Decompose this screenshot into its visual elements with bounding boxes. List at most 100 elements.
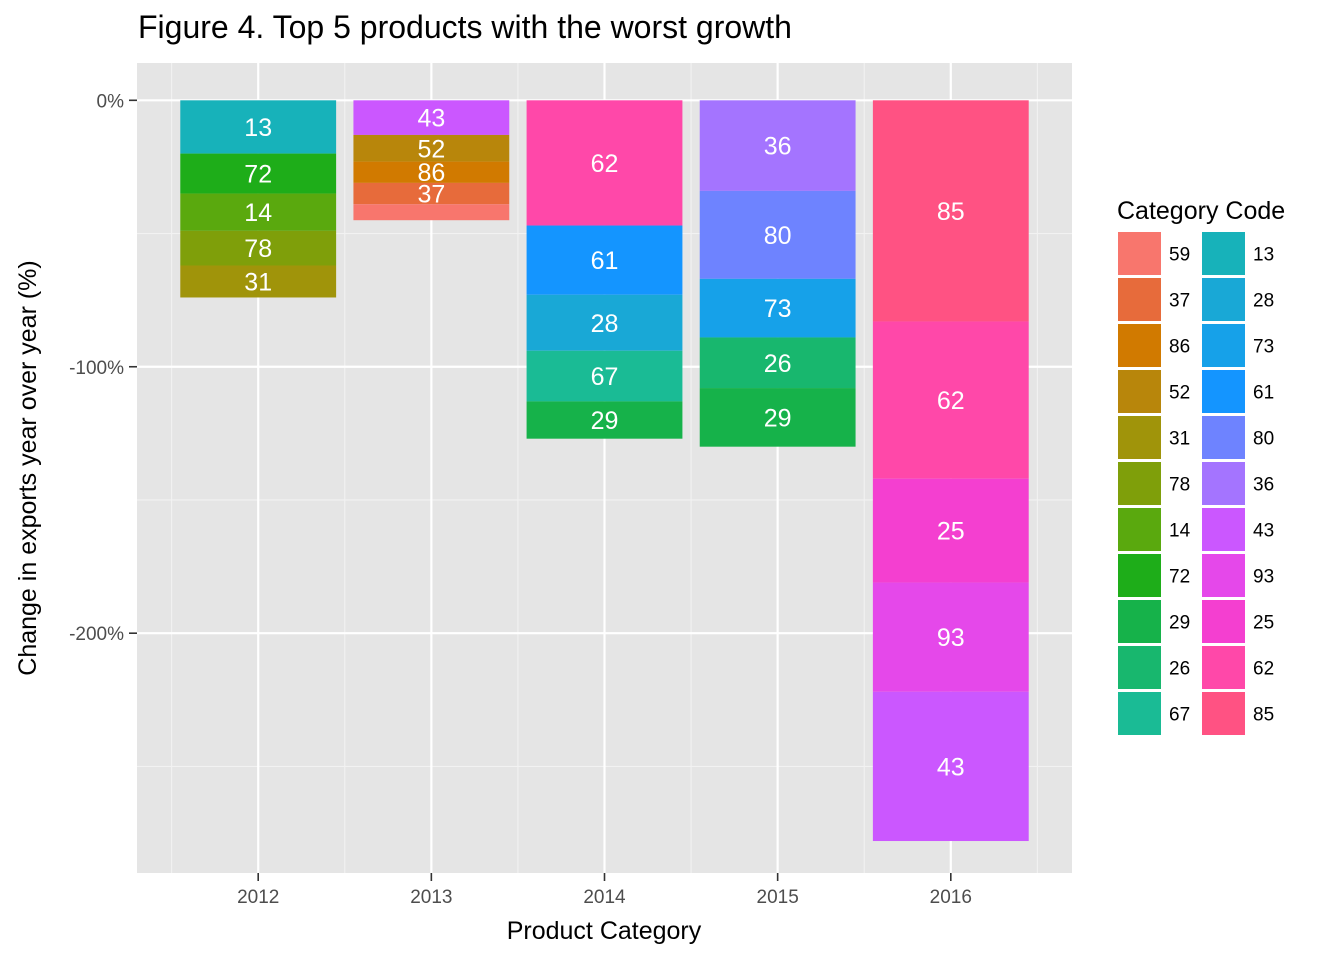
- bar-segment-2012-72: [180, 153, 337, 194]
- bar-label-2012-72: 72: [244, 161, 272, 189]
- bar-segment-2015-26: [699, 337, 856, 389]
- x-tick-label: 2014: [583, 887, 626, 908]
- bar-label-2016-62: 62: [937, 387, 965, 415]
- bar-label-2014-28: 28: [591, 310, 619, 338]
- bar-label-2015-36: 36: [764, 133, 792, 161]
- legend-key-26: [1118, 646, 1161, 689]
- bar-label-2013-52: 52: [417, 135, 445, 163]
- bar-label-2012-31: 31: [244, 268, 272, 296]
- bar-segment-2012-31: [180, 265, 337, 298]
- y-tick-label: 0%: [97, 91, 125, 112]
- legend-label-78: 78: [1169, 475, 1190, 496]
- legend-label-26: 26: [1169, 659, 1190, 680]
- legend-label-43: 43: [1253, 521, 1274, 542]
- bar-label-2014-29: 29: [591, 407, 619, 435]
- bar-label-2012-78: 78: [244, 235, 272, 263]
- bar-segment-2012-14: [180, 193, 337, 231]
- legend-key-62: [1202, 646, 1245, 689]
- bar-label-2012-14: 14: [244, 199, 272, 227]
- x-tick-label: 2012: [237, 887, 279, 908]
- legend-label-80: 80: [1253, 429, 1274, 450]
- legend-key-93: [1202, 554, 1245, 597]
- bar-label-2015-29: 29: [764, 404, 792, 432]
- bar-segment-2015-73: [699, 278, 856, 338]
- bar-segment-2013-59: [353, 204, 510, 221]
- bar-segment-2016-85: [872, 100, 1029, 322]
- bar-label-2015-80: 80: [764, 222, 792, 250]
- legend-key-72: [1118, 554, 1161, 597]
- legend-label-37: 37: [1169, 291, 1190, 312]
- legend-key-14: [1118, 508, 1161, 551]
- y-tick-label: -100%: [69, 358, 124, 379]
- legend-label-72: 72: [1169, 567, 1190, 588]
- legend: Category Code 59 37 86 52 31 78 14 72 29 26 67 13 28…: [1117, 197, 1285, 735]
- bar-segment-2013-43: [353, 100, 510, 135]
- legend-label-85: 85: [1253, 705, 1274, 726]
- legend-key-67: [1118, 692, 1161, 735]
- bar-label-2014-67: 67: [591, 363, 619, 391]
- legend-key-28: [1202, 278, 1245, 321]
- bar-label-2014-62: 62: [591, 150, 619, 178]
- legend-key-86: [1118, 324, 1161, 367]
- legend-key-61: [1202, 370, 1245, 413]
- bar-segment-2012-13: [180, 100, 337, 154]
- legend-label-86: 86: [1169, 337, 1190, 358]
- legend-label-93: 93: [1253, 567, 1274, 588]
- legend-label-59: 59: [1169, 245, 1190, 266]
- legend-label-61: 61: [1253, 383, 1274, 404]
- y-axis-title: Change in exports year over year (%): [14, 260, 42, 675]
- chart-title: Figure 4. Top 5 products with the worst …: [138, 9, 792, 45]
- legend-label-67: 67: [1169, 705, 1190, 726]
- bar-segment-2015-36: [699, 100, 856, 191]
- bar-segment-2016-43: [872, 691, 1029, 842]
- bar-label-2016-85: 85: [937, 198, 965, 226]
- bar-label-2012-13: 13: [244, 114, 272, 142]
- x-axis: 2012 2013 2014 2015 2016: [237, 873, 972, 908]
- legend-key-29: [1118, 600, 1161, 643]
- bar-segment-2013-37: [353, 182, 510, 205]
- bar-label-2016-25: 25: [937, 518, 965, 546]
- legend-label-13: 13: [1253, 245, 1274, 266]
- legend-label-14: 14: [1169, 521, 1191, 542]
- legend-label-29: 29: [1169, 613, 1190, 634]
- x-tick-label: 2013: [410, 887, 452, 908]
- bar-segment-2015-80: [699, 190, 856, 279]
- bar-segment-2016-25: [872, 478, 1029, 583]
- bar-segment-2014-62: [526, 100, 683, 226]
- legend-key-52: [1118, 370, 1161, 413]
- y-tick-label: -200%: [69, 624, 124, 645]
- legend-key-85: [1202, 692, 1245, 735]
- legend-label-52: 52: [1169, 383, 1190, 404]
- legend-label-73: 73: [1253, 337, 1274, 358]
- bar-label-2013-86: 86: [417, 159, 445, 187]
- bar-segment-2013-52: [353, 134, 510, 162]
- bar-label-2015-26: 26: [764, 350, 792, 378]
- bar-segment-2013-86: [353, 161, 510, 183]
- legend-key-59: [1118, 232, 1161, 275]
- legend-label-31: 31: [1169, 429, 1190, 450]
- x-tick-label: 2015: [757, 887, 799, 908]
- legend-label-62: 62: [1253, 659, 1274, 680]
- bar-segment-2016-62: [872, 321, 1029, 479]
- bar-segment-2015-29: [699, 388, 856, 447]
- bar-segment-2014-28: [526, 294, 683, 351]
- bar-segment-2014-67: [526, 350, 683, 402]
- legend-label-28: 28: [1253, 291, 1274, 312]
- legend-key-78: [1118, 462, 1161, 505]
- legend-key-25: [1202, 600, 1245, 643]
- legend-title: Category Code: [1117, 197, 1285, 225]
- legend-label-25: 25: [1253, 613, 1274, 634]
- legend-key-13: [1202, 232, 1245, 275]
- y-axis: 0% -100% -200%: [69, 91, 137, 645]
- x-axis-title: Product Category: [507, 917, 702, 945]
- bar-segment-2014-61: [526, 225, 683, 295]
- bar-segment-2012-78: [180, 230, 337, 266]
- bar-label-2014-61: 61: [591, 247, 619, 275]
- bar-label-2016-93: 93: [937, 624, 965, 652]
- bar-segment-2016-93: [872, 582, 1029, 692]
- bar-segment-2014-29: [526, 401, 683, 439]
- legend-key-31: [1118, 416, 1161, 459]
- legend-label-36: 36: [1253, 475, 1274, 496]
- bar-label-2015-73: 73: [764, 295, 792, 323]
